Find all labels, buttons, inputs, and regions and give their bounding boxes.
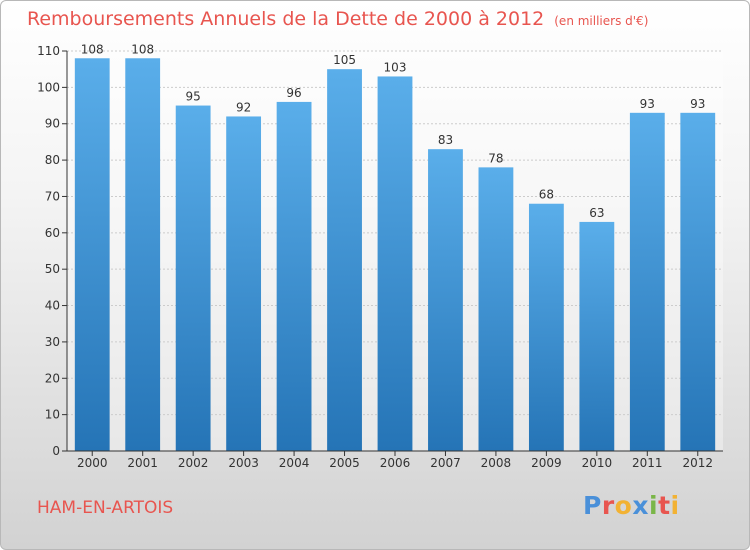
x-tick-label: 2010: [582, 456, 613, 470]
bar: [276, 101, 312, 451]
bar: [175, 105, 211, 451]
data-label: 105: [333, 53, 356, 67]
y-tick-label: 100: [37, 80, 60, 94]
x-tick-label: 2012: [682, 456, 713, 470]
logo-letter: i: [649, 491, 659, 520]
y-tick-label: 80: [45, 153, 60, 167]
data-label: 83: [438, 133, 453, 147]
y-tick-label: 10: [45, 408, 60, 422]
x-tick-label: 2008: [481, 456, 512, 470]
bar: [74, 58, 110, 451]
bar: [377, 76, 413, 452]
data-label: 103: [384, 60, 407, 74]
bar: [680, 112, 716, 452]
logo-letter: t: [658, 491, 671, 520]
y-tick-label: 60: [45, 226, 60, 240]
bar: [629, 112, 665, 452]
bars: [74, 58, 716, 452]
logo-letter: r: [601, 491, 615, 520]
axes: 0 10 20 30 40 50 60 70 80 90 100 110 2000 2001 2002 200…: [37, 44, 723, 470]
bar: [528, 203, 564, 451]
bar: [478, 167, 514, 451]
data-label: 68: [539, 188, 554, 202]
data-label: 96: [286, 86, 301, 100]
logo-letter: x: [632, 491, 649, 520]
chart-title-text: Remboursements Annuels de la Dette de 20…: [27, 8, 545, 30]
logo-letter: o: [614, 491, 633, 520]
y-tick-label: 50: [45, 262, 60, 276]
y-tick-label: 20: [45, 371, 60, 385]
bar: [579, 221, 615, 451]
y-tick-label: 90: [45, 117, 60, 131]
x-tick-label: 2004: [279, 456, 310, 470]
location-name: HAM-EN-ARTOIS: [37, 498, 174, 518]
bar: [226, 116, 262, 452]
data-label: 63: [589, 206, 604, 220]
y-tick-label: 70: [45, 189, 60, 203]
data-label: 108: [81, 42, 104, 56]
logo-letter: i: [670, 491, 680, 520]
x-tick-label: 2000: [77, 456, 108, 470]
data-labels: 108 108 95 92 96 105 103 83 78 68 63 93 93: [81, 42, 706, 220]
proxiti-logo[interactable]: Proxiti: [583, 491, 680, 520]
logo-letter: P: [583, 491, 602, 520]
x-tick-label: 2005: [329, 456, 360, 470]
x-tick-label: 2001: [127, 456, 158, 470]
data-label: 92: [236, 100, 251, 114]
y-tick-label: 30: [45, 335, 60, 349]
x-tick-label: 2006: [380, 456, 411, 470]
data-label: 95: [186, 90, 201, 104]
data-label: 93: [690, 97, 705, 111]
bar: [428, 149, 463, 451]
y-tick-label: 110: [37, 44, 60, 58]
x-tick-label: 2002: [178, 456, 209, 470]
y-tick-label: 0: [52, 444, 60, 458]
bar: [125, 58, 161, 451]
x-tick-label: 2009: [531, 456, 562, 470]
chart-title: Remboursements Annuels de la Dette de 20…: [27, 8, 648, 30]
data-label: 78: [488, 151, 503, 165]
chart-subtitle: (en milliers d'€): [554, 14, 649, 28]
data-label: 108: [131, 42, 154, 56]
data-label: 93: [640, 97, 655, 111]
x-tick-label: 2007: [430, 456, 461, 470]
bar: [327, 69, 362, 451]
x-tick-label: 2011: [632, 456, 663, 470]
y-tick-label: 40: [45, 299, 60, 313]
x-tick-label: 2003: [228, 456, 259, 470]
